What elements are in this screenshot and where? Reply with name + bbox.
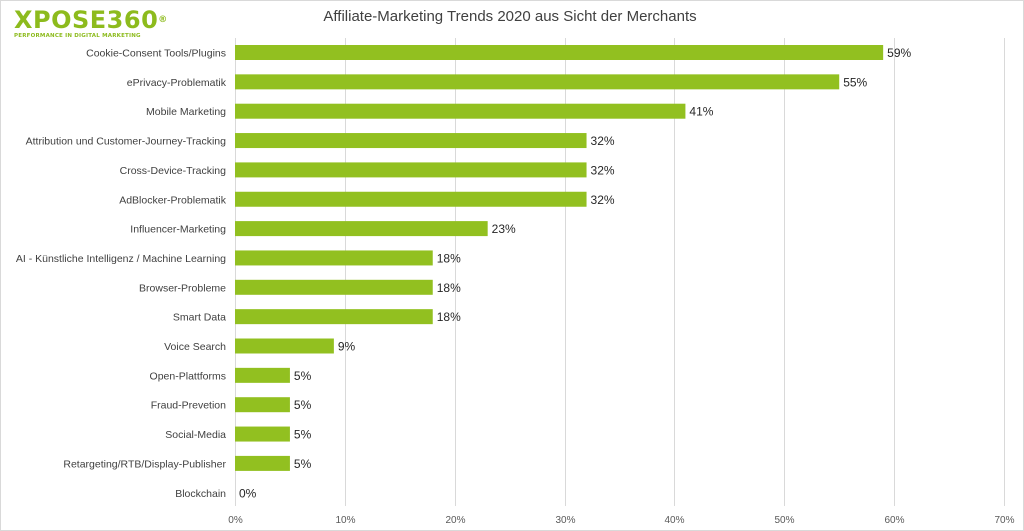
bar [235,103,686,119]
data-label: 18% [437,251,461,265]
category-label: Voice Search [164,341,226,353]
data-label: 32% [591,193,615,207]
data-label: 18% [437,281,461,295]
bar [235,426,290,442]
category-label: AI - Künstliche Intelligenz / Machine Le… [16,253,226,265]
data-label: 55% [843,75,867,89]
x-tick-label: 20% [445,515,465,526]
bar [235,397,290,413]
category-label: Retargeting/RTB/Display-Publisher [63,458,226,470]
bar [235,250,433,266]
bar [235,162,587,178]
x-tick-label: 10% [335,515,355,526]
bar [235,191,587,207]
data-label: 0% [239,486,257,500]
chart-title: Affiliate-Marketing Trends 2020 aus Sich… [323,8,697,25]
category-label: Attribution und Customer-Journey-Trackin… [26,136,227,148]
category-label: Cross-Device-Tracking [120,165,227,177]
bar [235,309,433,325]
bar [235,221,488,237]
x-tick-label: 60% [884,515,904,526]
bar [235,455,290,471]
category-label: Browser-Probleme [139,282,226,294]
category-label: Mobile Marketing [146,106,226,118]
category-label: Blockchain [175,488,226,500]
data-label: 5% [294,369,312,383]
category-label: Cookie-Consent Tools/Plugins [86,48,226,60]
data-label: 32% [591,134,615,148]
category-label: ePrivacy-Problematik [127,77,227,89]
data-label: 9% [338,340,356,354]
category-label: Social-Media [165,429,226,441]
x-tick-label: 40% [664,515,684,526]
xpose360-logo: XPOSE360® PERFORMANCE IN DIGITAL MARKETI… [14,6,168,42]
data-label: 5% [294,428,312,442]
data-label: 18% [437,310,461,324]
logo-tagline: PERFORMANCE IN DIGITAL MARKETING [14,33,141,39]
category-label: Fraud-Prevetion [151,400,226,412]
bar [235,367,290,383]
category-label: Open-Plattforms [150,370,226,382]
data-label: 41% [689,105,713,119]
bar [235,74,840,90]
bar [235,279,433,295]
bar [235,45,884,60]
x-tick-label: 30% [555,515,575,526]
bar [235,133,587,149]
data-label: 5% [294,457,312,471]
x-tick-label: 0% [228,515,243,526]
x-tick-label: 50% [774,515,794,526]
logo-wordmark: XPOSE360® [14,6,168,34]
data-label: 5% [294,398,312,412]
x-tick-label: 70% [994,515,1014,526]
bar [235,338,334,354]
data-label: 59% [887,46,911,60]
category-label: Smart Data [173,312,226,324]
category-label: Influencer-Marketing [130,224,226,236]
category-label: AdBlocker-Problematik [119,194,227,206]
data-label: 23% [492,222,516,236]
data-label: 32% [591,163,615,177]
